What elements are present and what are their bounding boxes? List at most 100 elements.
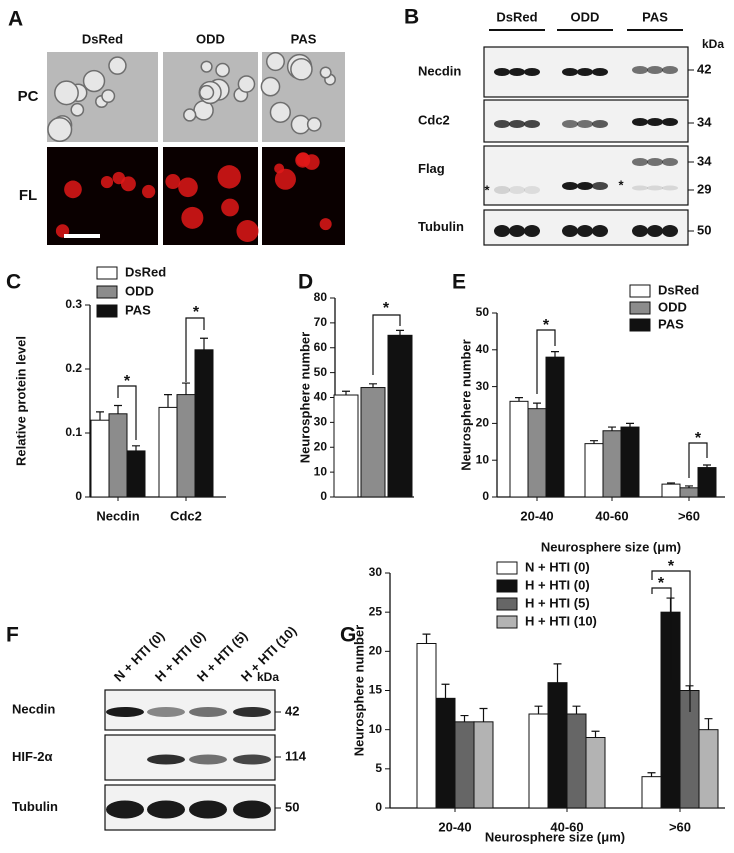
sphere (120, 176, 136, 192)
sphere (70, 102, 85, 117)
y-tick-label: 0.1 (65, 425, 82, 439)
sphere (181, 206, 204, 229)
error-bar (479, 707, 488, 722)
error-bar (608, 426, 616, 431)
lane-label: PAS (642, 9, 668, 24)
legend-label: H + HTI (10) (525, 613, 597, 628)
x-tick-label: 40-60 (595, 508, 628, 523)
band (233, 707, 271, 717)
significance-bracket (117, 385, 137, 440)
y-tick-label: 0 (75, 489, 82, 503)
y-axis-label: Neurosphere number (297, 332, 312, 463)
band (147, 754, 185, 765)
significance-bracket (651, 570, 691, 712)
y-tick-label: 20 (369, 644, 383, 658)
error-bar (551, 351, 559, 358)
bar (176, 394, 196, 498)
y-tick-label: 10 (314, 464, 328, 478)
significance-star: * (668, 558, 675, 575)
error-bar (515, 397, 523, 402)
y-tick-label: 0.3 (65, 297, 82, 311)
sphere (290, 57, 313, 81)
y-tick-label: 50 (476, 305, 490, 319)
y-tick-label: 60 (314, 340, 328, 354)
significance-star: * (695, 430, 702, 447)
sphere (165, 174, 181, 190)
bar (158, 406, 178, 498)
band (577, 68, 593, 76)
band (233, 754, 271, 765)
bar (509, 400, 529, 498)
unit-label: kDa (257, 670, 279, 684)
error-bar (422, 633, 431, 644)
bar (360, 387, 386, 498)
significance-bracket (372, 314, 401, 375)
band (562, 182, 578, 190)
error-bar (647, 772, 656, 777)
band (632, 225, 648, 237)
legend-label: H + HTI (5) (525, 595, 590, 610)
error-bar (704, 718, 713, 730)
panel-letter: G (340, 624, 356, 647)
y-tick-label: 30 (369, 565, 383, 579)
y-tick-label: 40 (476, 342, 490, 356)
marker-label: 114 (285, 748, 307, 763)
sphere (221, 198, 239, 217)
bar (566, 713, 587, 809)
error-bar (533, 402, 541, 409)
band (494, 120, 510, 128)
sphere (47, 116, 73, 143)
band (524, 186, 540, 194)
error-bar (590, 440, 598, 444)
band (592, 120, 608, 128)
legend-label: ODD (125, 283, 154, 298)
sphere (269, 101, 291, 123)
row-label: FL (19, 187, 37, 204)
sphere (319, 218, 332, 231)
sphere (260, 76, 281, 97)
y-tick-label: 0.2 (65, 361, 82, 375)
band (494, 68, 510, 76)
band (662, 225, 678, 237)
bar (661, 483, 681, 498)
x-tick-label: >60 (669, 819, 691, 834)
legend-label: DsRed (125, 264, 166, 279)
note: * (618, 177, 624, 192)
column-label: DsRed (82, 31, 123, 46)
band (509, 186, 525, 194)
error-bar (396, 329, 404, 336)
blot (483, 145, 689, 206)
significance-star: * (383, 300, 390, 317)
error-bar (132, 445, 140, 451)
band (592, 182, 608, 190)
y-tick-label: 5 (375, 761, 382, 775)
bar (620, 426, 640, 498)
panel-letter: A (8, 8, 23, 31)
band (106, 800, 144, 819)
error-bar (667, 482, 675, 485)
y-tick-label: 0 (320, 489, 327, 503)
sphere (215, 62, 230, 78)
band (509, 225, 525, 237)
band (647, 225, 663, 237)
x-axis-label: Neurosphere size (μm) (485, 829, 625, 844)
band (147, 800, 185, 819)
band (632, 118, 648, 126)
y-tick-label: 0 (375, 800, 382, 814)
y-tick-label: 15 (369, 683, 383, 697)
bar (108, 413, 128, 498)
x-tick-label: Necdin (96, 508, 139, 523)
band (577, 182, 593, 190)
error-bar (114, 404, 122, 414)
y-tick-label: 20 (476, 416, 490, 430)
significance-bracket (688, 442, 708, 478)
error-bar (96, 411, 104, 421)
significance-star: * (543, 317, 550, 334)
marker-label: 42 (697, 61, 711, 76)
bar (528, 713, 549, 809)
band (233, 800, 271, 819)
significance-star: * (658, 575, 665, 592)
legend-swatch (496, 561, 518, 575)
bar (547, 682, 568, 809)
sphere (200, 60, 213, 73)
